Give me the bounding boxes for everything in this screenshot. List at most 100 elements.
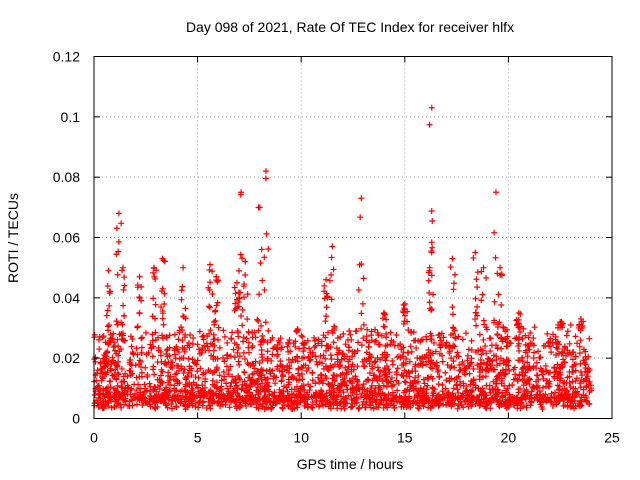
data-point xyxy=(224,351,231,358)
data-point xyxy=(197,388,204,395)
spike-point xyxy=(472,295,479,302)
spike-point xyxy=(161,290,168,297)
data-point xyxy=(311,344,318,351)
data-point xyxy=(182,381,189,388)
data-point xyxy=(194,368,201,375)
data-point xyxy=(564,328,571,335)
data-point xyxy=(192,360,199,367)
data-point xyxy=(94,384,101,391)
data-point xyxy=(339,370,346,377)
data-point xyxy=(476,373,483,380)
spike-point xyxy=(450,324,457,331)
data-point xyxy=(159,379,166,386)
data-point xyxy=(319,397,326,404)
spike-point xyxy=(323,290,330,297)
spike-point xyxy=(134,323,141,330)
data-point xyxy=(288,386,295,393)
data-point xyxy=(96,346,103,353)
data-point xyxy=(266,395,273,402)
spike-point xyxy=(428,249,435,256)
data-point xyxy=(334,351,341,358)
data-point xyxy=(250,362,257,369)
data-point xyxy=(344,336,351,343)
data-point xyxy=(269,367,276,374)
data-point xyxy=(118,404,125,411)
data-point xyxy=(340,350,347,357)
data-point xyxy=(421,353,428,360)
data-point xyxy=(289,405,296,412)
data-point xyxy=(361,394,368,401)
data-point xyxy=(406,370,413,377)
spike-point xyxy=(149,313,156,320)
spike-peak-point xyxy=(233,279,240,286)
data-point xyxy=(489,357,496,364)
data-point xyxy=(274,365,281,372)
data-point xyxy=(232,403,239,410)
data-point xyxy=(232,376,239,383)
data-point xyxy=(550,331,557,338)
data-point xyxy=(169,396,176,403)
data-point xyxy=(218,383,225,390)
data-point xyxy=(299,376,306,383)
data-point xyxy=(114,388,121,395)
data-point xyxy=(586,335,593,342)
data-point xyxy=(534,392,541,399)
data-point xyxy=(438,330,445,337)
data-point xyxy=(369,377,376,384)
data-point xyxy=(235,344,242,351)
data-point xyxy=(354,347,361,354)
data-point xyxy=(557,365,564,372)
spike-point xyxy=(114,271,121,278)
data-point xyxy=(108,361,115,368)
data-point xyxy=(125,384,132,391)
data-point xyxy=(507,399,514,406)
data-point xyxy=(242,398,249,405)
data-point xyxy=(444,361,451,368)
data-point xyxy=(483,350,490,357)
spike-point xyxy=(158,304,165,311)
data-point xyxy=(197,365,204,372)
data-point xyxy=(482,373,489,380)
spike-point xyxy=(152,275,159,282)
spike-point xyxy=(559,320,566,327)
spike-point xyxy=(238,313,245,320)
data-point xyxy=(419,393,426,400)
data-point xyxy=(530,342,537,349)
spike-point xyxy=(255,204,262,211)
data-point xyxy=(516,372,523,379)
data-point xyxy=(522,349,529,356)
data-point xyxy=(244,382,251,389)
data-point xyxy=(236,375,243,382)
data-point xyxy=(368,328,375,335)
data-point xyxy=(351,400,358,407)
data-point xyxy=(375,401,382,408)
data-point xyxy=(203,404,210,411)
data-point xyxy=(366,370,373,377)
spike-point xyxy=(498,302,505,308)
data-point xyxy=(220,327,227,334)
data-point xyxy=(383,334,390,341)
data-point xyxy=(393,396,400,403)
data-point xyxy=(349,353,356,360)
data-point xyxy=(186,363,193,370)
data-point xyxy=(267,370,274,377)
data-point xyxy=(423,358,430,365)
data-point xyxy=(318,388,325,395)
data-point xyxy=(240,349,247,356)
spike-point xyxy=(118,220,125,227)
data-point xyxy=(346,327,353,334)
data-point xyxy=(259,367,266,374)
spike-point xyxy=(447,264,454,271)
data-point xyxy=(400,361,407,368)
y-tick-label: 0.02 xyxy=(53,350,80,366)
data-point xyxy=(168,401,175,408)
spike-point xyxy=(580,318,587,325)
data-point xyxy=(493,342,500,349)
spike-point xyxy=(492,254,499,261)
data-point xyxy=(515,340,522,347)
data-point xyxy=(581,359,588,366)
data-point xyxy=(432,397,439,404)
spike-peak-point xyxy=(449,255,456,262)
data-point xyxy=(487,389,494,396)
data-point xyxy=(102,339,109,346)
